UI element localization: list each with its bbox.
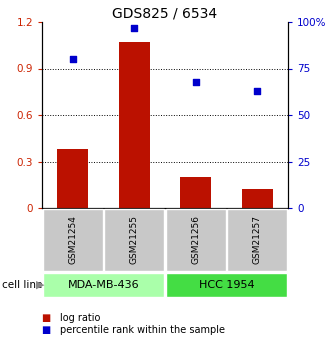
Point <box>132 25 137 30</box>
Bar <box>57 149 88 208</box>
Point <box>193 79 198 84</box>
Bar <box>119 42 149 208</box>
Text: MDA-MB-436: MDA-MB-436 <box>68 280 139 290</box>
Bar <box>227 209 287 272</box>
Text: log ratio: log ratio <box>60 313 101 323</box>
Text: GSM21257: GSM21257 <box>253 216 262 265</box>
Bar <box>104 209 164 272</box>
Text: percentile rank within the sample: percentile rank within the sample <box>60 325 225 335</box>
Text: ■: ■ <box>42 313 54 323</box>
Text: GSM21254: GSM21254 <box>68 216 77 264</box>
Bar <box>43 209 103 272</box>
Title: GDS825 / 6534: GDS825 / 6534 <box>113 7 217 21</box>
Text: ■: ■ <box>42 325 54 335</box>
Bar <box>166 273 287 297</box>
Bar <box>242 189 273 208</box>
Bar <box>181 177 211 208</box>
Bar <box>166 209 226 272</box>
Text: HCC 1954: HCC 1954 <box>199 280 254 290</box>
Point <box>70 57 75 62</box>
Text: GSM21255: GSM21255 <box>130 216 139 265</box>
Text: GSM21256: GSM21256 <box>191 216 200 265</box>
Bar <box>43 273 164 297</box>
Point <box>255 88 260 93</box>
Text: cell line: cell line <box>2 280 42 290</box>
Text: ▶: ▶ <box>36 280 44 290</box>
